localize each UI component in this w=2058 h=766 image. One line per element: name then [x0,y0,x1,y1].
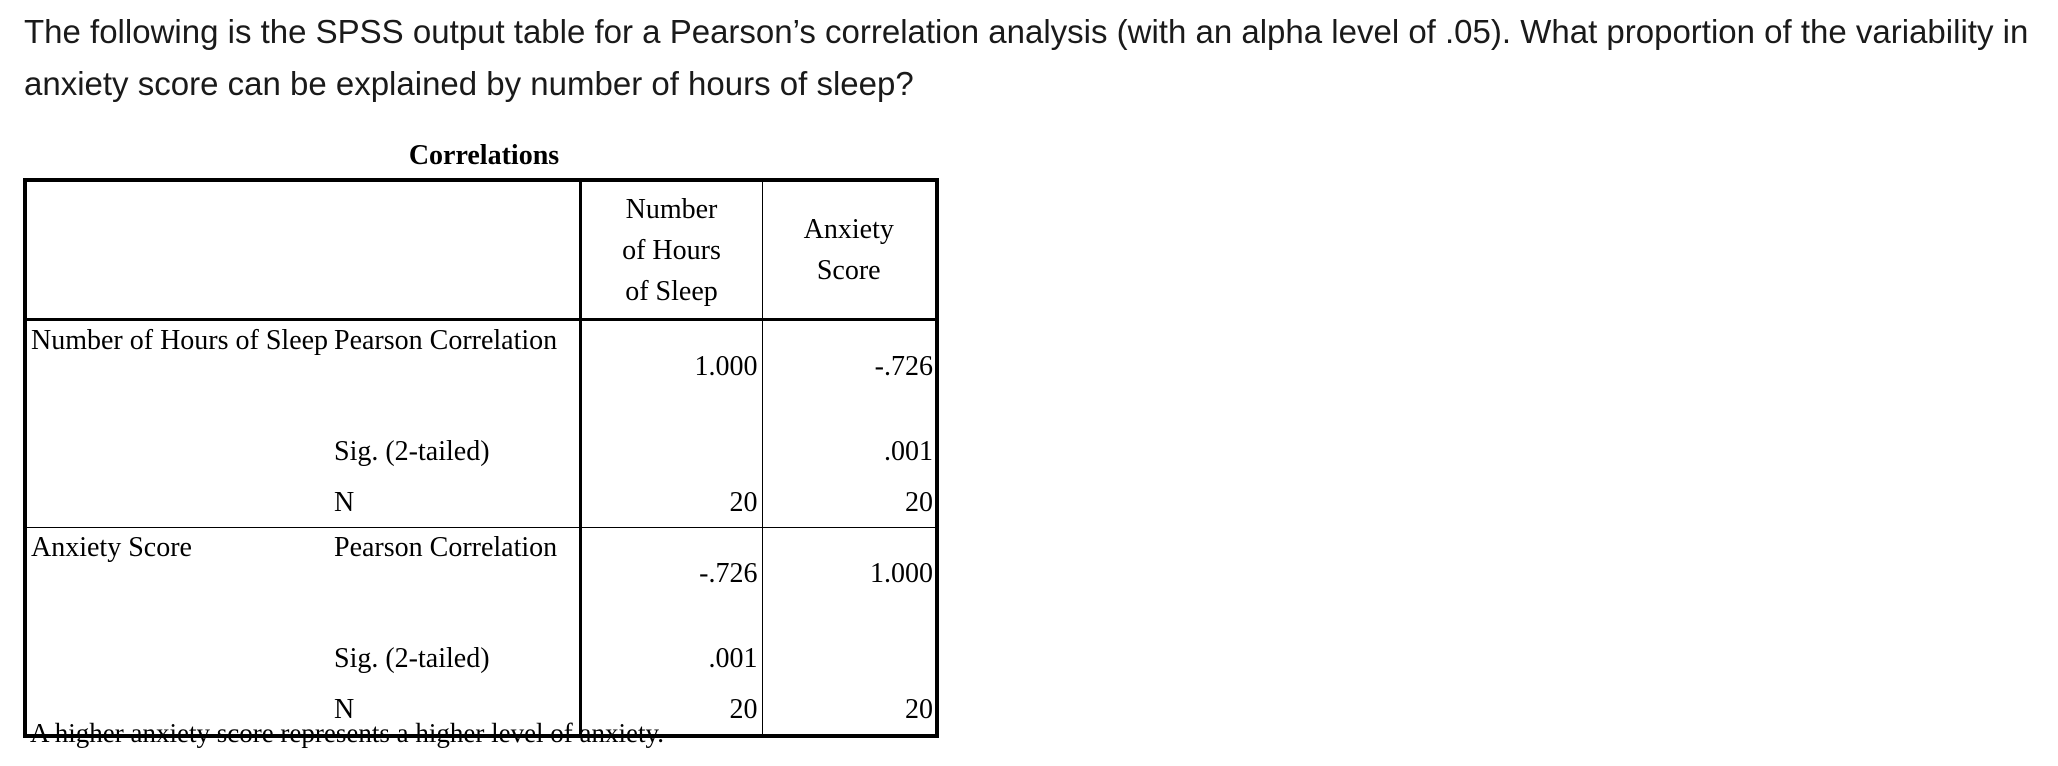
value-cell: 20 [578,686,763,736]
value-cell: 20 [905,694,933,725]
value-cell [578,425,763,479]
stat-label-pearson-correlation: Pearson Correlation [334,532,558,563]
value-cell: .001 [578,632,763,686]
table-title: Correlations [408,140,560,171]
correlations-table: Number of Hours of Sleep Anxiety Score N… [23,178,939,738]
value-cell: 1.000 [578,319,763,425]
table-row: N 20 20 [25,479,937,528]
table-footnote: A higher anxiety score represents a high… [30,718,665,748]
stat-label-n: N [330,479,580,528]
question-text: The following is the SPSS output table f… [24,13,2029,102]
table-row: Sig. (2-tailed) .001 [25,632,937,686]
stat-label-n: N [334,694,355,725]
table-row: N 20 20 [25,686,937,736]
value-cell: -.726 [578,527,763,632]
table-row: Number of Hours of Sleep Pearson Correla… [25,319,937,528]
column-header-anxiety-score: Anxiety Score [762,180,937,321]
row-header-hours-of-sleep: Number of Hours of Sleep [25,319,330,528]
stat-label-sig: Sig. (2-tailed) [334,643,490,674]
value-cell: 1.000 [870,558,933,589]
table-header-row: Number of Hours of Sleep Anxiety Score [25,180,937,321]
value-cell: 20 [762,479,937,528]
table-row: Sig. (2-tailed) .001 [25,425,937,479]
stat-label-pearson-correlation: Pearson Correlation [334,325,558,356]
value-cell: -.726 [874,351,933,382]
value-cell: .001 [884,436,933,467]
table-row: Anxiety Score Pearson Correlation -.726 … [25,527,937,632]
row-header-anxiety-score: Anxiety Score [31,532,192,563]
stat-label-sig: Sig. (2-tailed) [334,436,490,467]
value-cell: 20 [578,479,763,528]
value-cell [762,632,937,686]
column-header-hours-of-sleep: Number of Hours of Sleep [578,180,763,321]
header-blank-cell [25,180,580,321]
